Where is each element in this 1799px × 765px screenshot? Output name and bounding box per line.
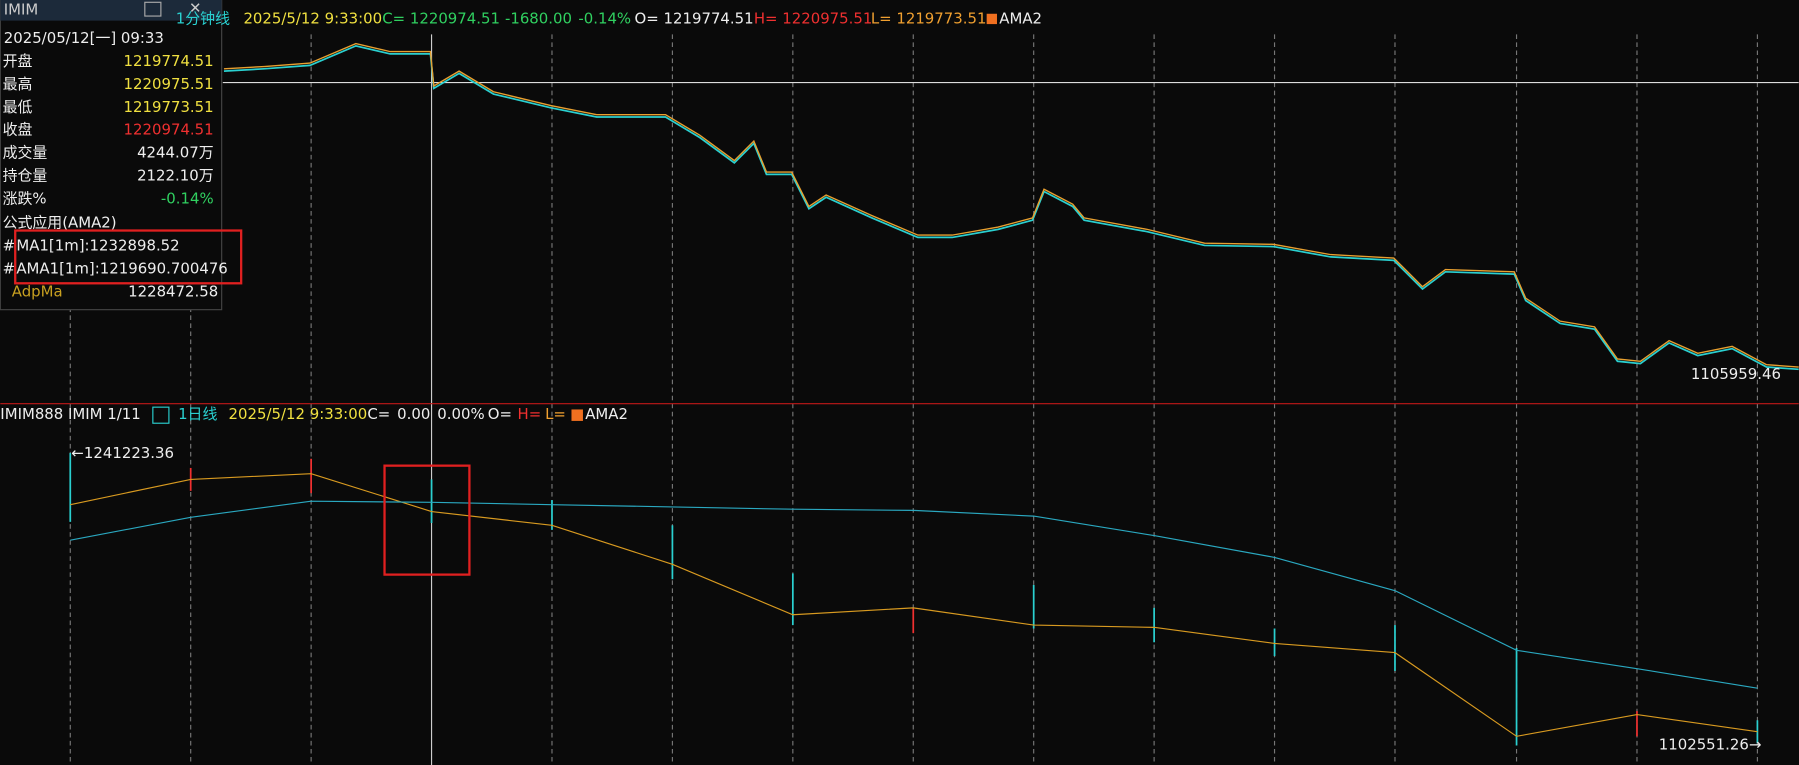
row-label: 持仓量 [3, 167, 48, 185]
grid [69, 34, 1758, 765]
row-value: 1219774.51 [124, 52, 214, 70]
low: L= 1219773.51 [871, 9, 987, 27]
price-path-cyan [223, 44, 1799, 371]
close: C= 1220974.51 [382, 9, 500, 27]
row-label: 成交量 [3, 144, 48, 162]
indicator-icon [986, 13, 997, 25]
datetime: 2025/5/12 9:33:00 [229, 405, 368, 423]
info-title: IMIM [4, 0, 39, 18]
lock-icon[interactable] [144, 1, 162, 17]
open: O= [488, 405, 512, 423]
ma-hash: # [3, 237, 16, 255]
indicator-icon [571, 409, 583, 421]
indicator: AMA2 [999, 9, 1042, 27]
highlight-box [14, 229, 243, 285]
datetime: 2025/5/12 9:33:00 [243, 9, 382, 27]
symbol: IMIM888 IMIM 1/11 [0, 405, 140, 423]
row-label: 开盘 [3, 52, 33, 70]
row-label: 最高 [3, 75, 33, 93]
row-label: 涨跌% [3, 190, 47, 208]
ama-value: AMA1[1m]:1219690.700476 [16, 260, 227, 278]
ama-line [70, 473, 1758, 737]
change-pct: -0.14% [578, 9, 631, 27]
row-value: 1220974.51 [124, 121, 214, 139]
info-rows: 开盘 1219774.51 最高 1220975.51 最低 1219773.51 收盘 12… [3, 52, 214, 208]
high-label: ←1241223.36 [71, 444, 174, 462]
indicator: AMA2 [585, 405, 628, 423]
high: H= [518, 405, 542, 423]
ma-line [70, 500, 1758, 689]
change: -1680.00 [505, 9, 572, 27]
row-value: 4244.07万 [137, 144, 214, 162]
row-value: 2122.10万 [137, 167, 214, 185]
info-datetime: 2025/05/12[一] 09:33 [4, 29, 164, 47]
row-value: 1219773.51 [124, 98, 214, 116]
highlight-box [383, 464, 471, 576]
low-label: 1102551.26→ [1659, 736, 1762, 754]
adpma-label: AdpMa [12, 282, 63, 300]
period-icon[interactable] [152, 406, 170, 424]
row-label: 最低 [3, 98, 33, 116]
info-title-bar [0, 0, 222, 21]
row-label: 收盘 [3, 121, 33, 139]
low-label: 1105959.46 [1691, 365, 1781, 383]
row-value: 1220975.51 [124, 75, 214, 93]
info-panel [0, 0, 223, 311]
high: H= 1220975.51 [754, 9, 873, 27]
ama-hash: # [3, 260, 16, 278]
row-value: -0.14% [161, 190, 214, 208]
price-path-orange [223, 42, 1799, 368]
change-pct: 0.00% [437, 405, 484, 423]
period: 1日线 [178, 405, 217, 423]
close-label: C= [367, 405, 390, 423]
open: O= 1219774.51 [635, 9, 754, 27]
period: 1分钟线 [176, 9, 230, 27]
adpma-value: 1228472.58 [128, 282, 218, 300]
close-button[interactable]: ✕ [189, 0, 202, 17]
close-value: 0.00 [397, 405, 430, 423]
low: L= [545, 405, 566, 423]
formula: 公式应用(AMA2) [3, 214, 117, 232]
ma-value: MA1[1m]:1232898.52 [16, 237, 179, 255]
